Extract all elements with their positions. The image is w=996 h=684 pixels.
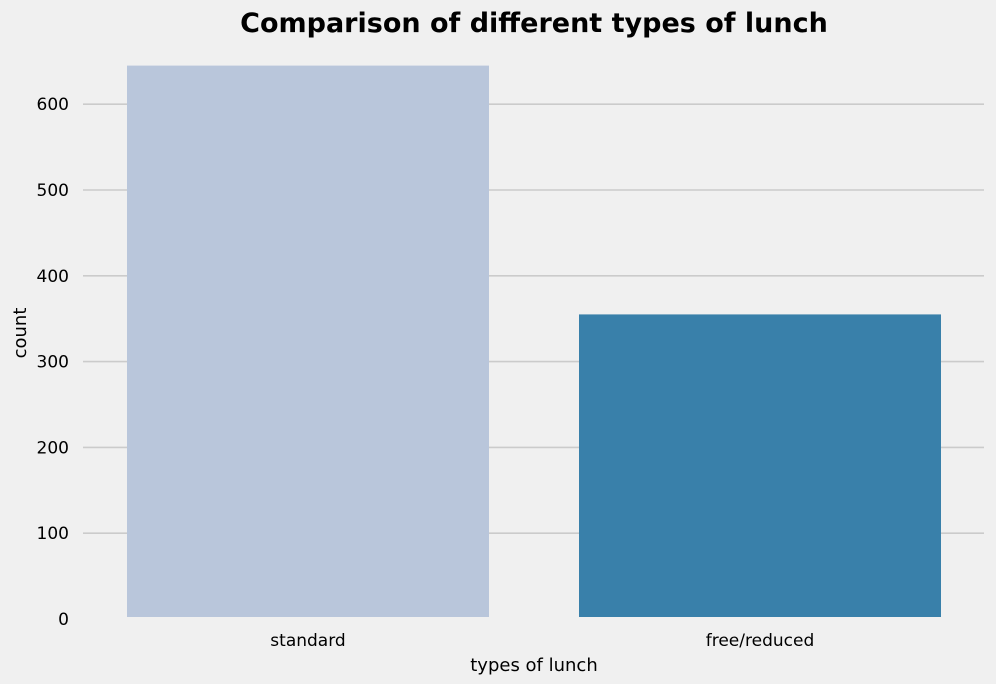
y-tick-label: 100: [37, 524, 69, 544]
x-axis-label: types of lunch: [470, 655, 598, 676]
y-axis-ticks: 0 100 200 300 400 500 600: [37, 95, 69, 630]
y-tick-label: 400: [37, 267, 69, 287]
y-tick-label: 600: [37, 95, 69, 115]
x-axis-ticks: standard free/reduced: [270, 631, 814, 651]
bars: [127, 65, 941, 618]
y-tick-label: 300: [37, 353, 69, 373]
bar-free-reduced: [579, 314, 941, 617]
x-tick-label: standard: [270, 631, 345, 651]
x-tick-label: free/reduced: [706, 631, 814, 651]
y-tick-label: 0: [58, 610, 69, 630]
bar-standard: [127, 65, 489, 618]
y-tick-label: 200: [37, 438, 69, 458]
chart-title: Comparison of different types of lunch: [240, 8, 828, 39]
y-tick-label: 500: [37, 181, 69, 201]
y-axis-label: count: [10, 308, 31, 359]
